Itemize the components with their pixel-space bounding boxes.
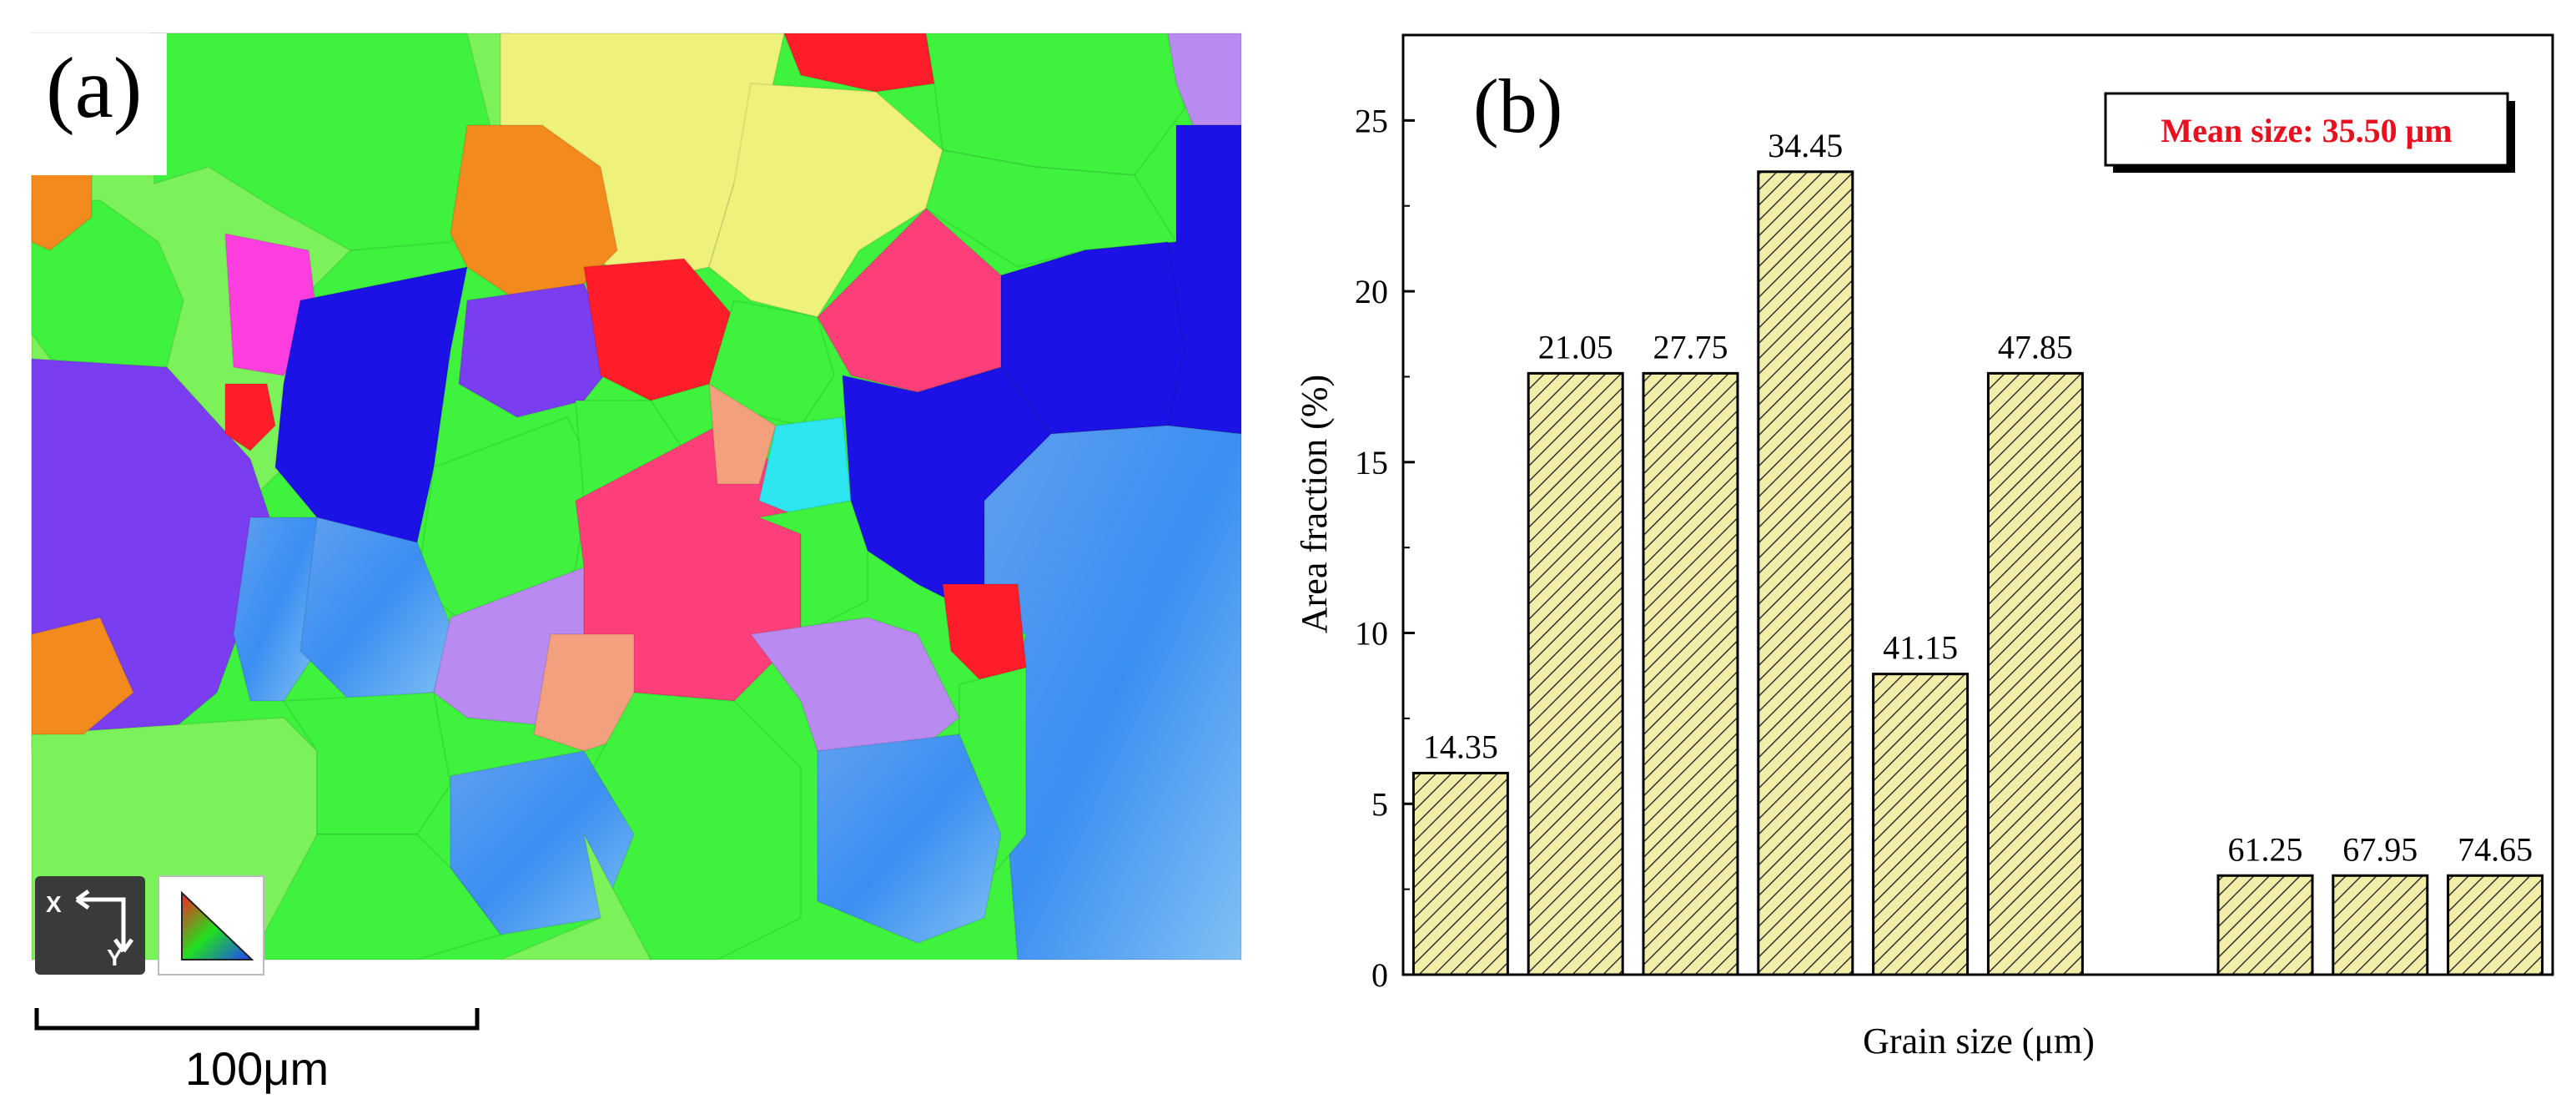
y-tick-label: 0	[1371, 956, 1388, 994]
legend-text: Mean size: 35.50 μm	[2161, 112, 2452, 149]
panel-b: (b) Mean size: 35.50 μm 0 5 10 15 20 25 14.35…	[1294, 33, 2554, 1061]
panel-a-label: (a)	[46, 40, 142, 136]
grain-lime	[500, 834, 652, 960]
bars: 14.35 21.05 27.75 34.45 41.15 47.85 61.25 67.95…	[1411, 127, 2544, 976]
ebsd-grain-map	[31, 33, 1242, 960]
panel-b-label: (b)	[1473, 63, 1562, 149]
bar-label: 74.65	[2458, 830, 2533, 868]
bar-label: 67.95	[2342, 830, 2418, 868]
y-axis-label: Area fraction (%)	[1294, 375, 1335, 633]
y-tick-label: 5	[1371, 785, 1388, 823]
bar-14.35	[1411, 771, 1509, 976]
mean-size-legend: Mean size: 35.50 μm	[2104, 92, 2515, 173]
panel-b-label-box	[1450, 50, 1583, 217]
bar-67.95	[2332, 874, 2429, 976]
bar-label: 21.05	[1538, 328, 1613, 365]
bar-61.25	[2216, 874, 2314, 976]
bar-label: 41.15	[1883, 629, 1958, 667]
y-tick-label: 10	[1355, 615, 1388, 653]
grain-red	[224, 383, 277, 452]
scale-bar: 100μm	[34, 1008, 480, 1095]
axes-x-label: X	[46, 891, 62, 917]
bar-label: 61.25	[2228, 830, 2303, 868]
bar-41.15	[1872, 673, 1970, 976]
grain-green	[756, 499, 868, 636]
grain-yellow	[707, 82, 944, 319]
y-tick-label: 20	[1355, 273, 1388, 310]
bar-47.85	[1986, 371, 2084, 976]
bar-34.45	[1757, 170, 1854, 976]
grain-orange	[31, 616, 135, 735]
x-axis-label: Grain size (μm)	[1863, 1021, 2095, 1061]
axes-y-label: Y	[107, 945, 123, 970]
bar-label: 47.85	[1998, 328, 2073, 365]
bar-label: 14.35	[1423, 728, 1498, 765]
bar-21.05	[1527, 371, 1624, 976]
grain-lavender	[749, 616, 961, 752]
y-axis: 0 5 10 15 20 25	[1355, 102, 1415, 994]
y-tick-label: 25	[1355, 102, 1388, 139]
panel-a-label-box	[25, 33, 167, 175]
ipf-color-triangle-icon	[158, 875, 264, 975]
scale-bar-label: 100μm	[185, 1042, 329, 1095]
bar-27.75	[1642, 371, 1739, 976]
grain-salmon	[707, 382, 777, 485]
bar-74.65	[2447, 874, 2544, 976]
sample-axes-icon: X Y	[35, 876, 145, 975]
bar-label: 27.75	[1653, 328, 1728, 365]
panel-a: (a) X Y 100μm	[25, 33, 1242, 1095]
bar-label: 34.45	[1768, 127, 1843, 164]
y-tick-label: 15	[1355, 444, 1388, 481]
grain-red	[782, 33, 936, 93]
grain-sky	[817, 733, 1003, 945]
grain-green	[148, 33, 502, 252]
